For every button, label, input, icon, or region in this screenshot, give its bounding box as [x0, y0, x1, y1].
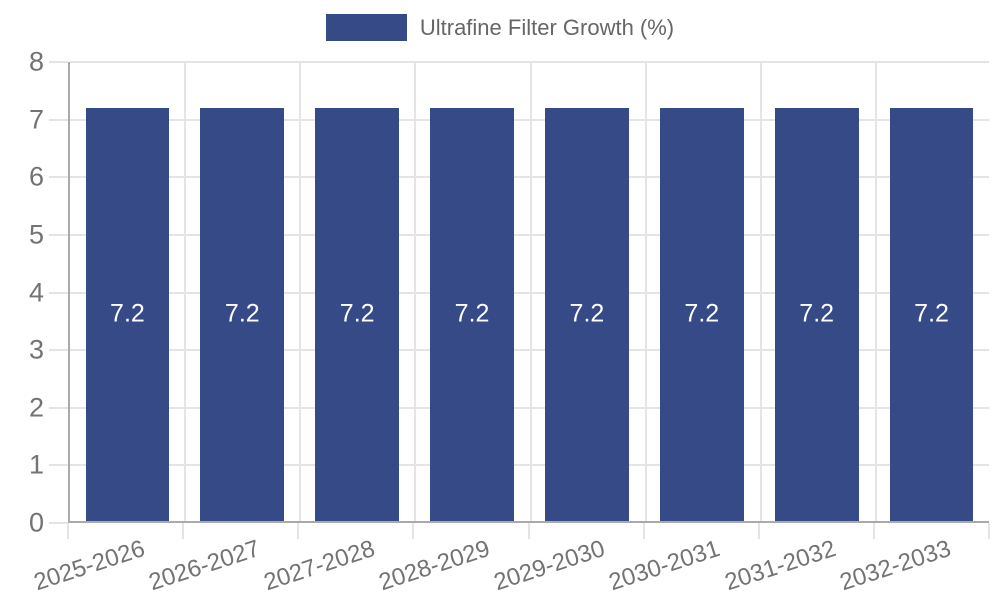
legend[interactable]: Ultrafine Filter Growth (%): [0, 14, 1000, 41]
x-tick-mark: [297, 523, 300, 539]
bar[interactable]: 7.2: [889, 107, 974, 521]
x-tick-label: 2031-2032: [721, 535, 839, 597]
bar[interactable]: 7.2: [200, 107, 285, 521]
bar-value-label: 7.2: [454, 299, 490, 328]
y-tick-mark: [49, 176, 68, 179]
y-tick-mark: [49, 118, 68, 121]
bar[interactable]: 7.2: [315, 107, 400, 521]
bar-value-label: 7.2: [339, 299, 375, 328]
v-gridline: [759, 62, 762, 521]
x-tick-label: 2027-2028: [260, 535, 379, 597]
bar-series: 7.2 7.2 7.2 7.2 7.2 7.2 7.2 7.2: [70, 62, 989, 521]
bar-slot: 7.2: [185, 62, 300, 521]
bar[interactable]: 7.2: [85, 107, 170, 521]
x-tick-label: 2029-2030: [490, 535, 609, 597]
bar-slot: 7.2: [874, 62, 989, 521]
y-tick-label: 1: [28, 449, 44, 480]
x-axis: 2025-2026 2026-2027 2027-2028 2028-2029 2029…: [30, 523, 990, 600]
bar-value-label: 7.2: [799, 299, 835, 328]
bar-value-label: 7.2: [110, 299, 145, 328]
bar-slot: 7.2: [530, 62, 645, 521]
y-tick-mark: [49, 464, 68, 467]
x-tick-mark: [182, 523, 185, 539]
bar[interactable]: 7.2: [774, 107, 859, 521]
x-tick-mark: [412, 523, 415, 539]
x-tick-label: 2032-2033: [836, 535, 954, 597]
x-tick-mark: [67, 523, 69, 539]
y-tick-mark: [49, 406, 68, 409]
x-tick-label: 2025-2026: [30, 535, 148, 597]
bar-slot: 7.2: [70, 62, 185, 521]
y-tick-label: 4: [28, 277, 44, 307]
y-tick-label: 3: [28, 334, 44, 365]
v-gridline: [184, 62, 187, 521]
bar-slot: 7.2: [300, 62, 415, 521]
x-tick-label: 2026-2027: [145, 535, 264, 597]
v-gridline: [299, 62, 302, 521]
y-tick-label: 5: [28, 219, 44, 250]
bar-value-label: 7.2: [914, 299, 949, 328]
v-gridline: [529, 62, 532, 521]
x-tick-mark: [527, 523, 530, 539]
bar-slot: 7.2: [759, 62, 874, 521]
plot-area: 7.2 7.2 7.2 7.2 7.2 7.2 7.2 7.2: [68, 61, 989, 523]
x-tick-label: 2030-2031: [606, 535, 724, 597]
legend-swatch: [325, 14, 407, 41]
bar-value-label: 7.2: [569, 299, 605, 328]
y-tick-label: 7: [28, 104, 44, 135]
x-tick-mark: [872, 523, 875, 539]
v-gridline: [414, 62, 417, 521]
y-tick-mark: [49, 349, 68, 352]
y-tick-label: 8: [28, 46, 44, 77]
v-gridline: [644, 62, 647, 521]
bar[interactable]: 7.2: [545, 107, 629, 521]
y-tick-label: 2: [28, 392, 44, 423]
bar-slot: 7.2: [415, 62, 530, 521]
bar-value-label: 7.2: [224, 299, 260, 328]
v-gridline: [874, 62, 877, 521]
x-tick-label: 2028-2029: [375, 535, 494, 597]
y-tick-mark: [49, 233, 68, 236]
y-axis: 0 1 2 3 4 5 6 7 8: [0, 47, 68, 538]
x-tick-mark: [988, 523, 990, 539]
y-tick-mark: [49, 291, 68, 294]
x-tick-mark: [757, 523, 760, 539]
bar-slot: 7.2: [644, 62, 759, 521]
bar[interactable]: 7.2: [659, 107, 744, 521]
y-tick-label: 0: [28, 507, 44, 538]
x-tick-mark: [642, 523, 645, 539]
bar-value-label: 7.2: [684, 299, 720, 328]
y-tick-label: 6: [28, 161, 44, 192]
bar[interactable]: 7.2: [430, 107, 514, 521]
y-tick-mark: [49, 522, 68, 524]
y-tick-mark: [49, 61, 68, 63]
legend-label: Ultrafine Filter Growth (%): [419, 14, 675, 40]
